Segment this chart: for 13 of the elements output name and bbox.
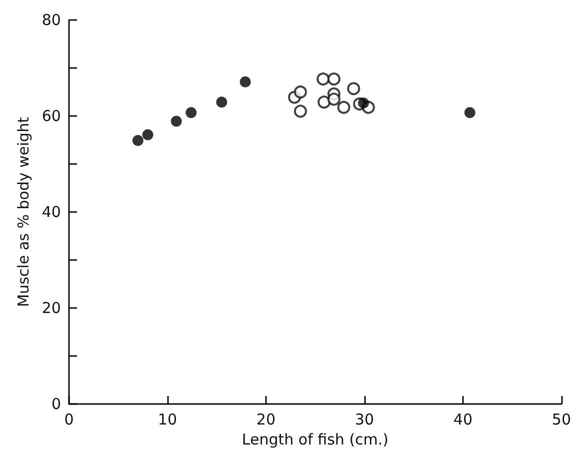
y-tick-label: 0 (51, 395, 61, 413)
y-tick-label: 40 (42, 203, 61, 221)
x-tick-label: 50 (552, 410, 572, 428)
x-tick-label: 20 (256, 410, 276, 428)
x-tick-label: 10 (158, 410, 178, 428)
y-tick-label: 20 (42, 299, 61, 317)
x-tick-label: 40 (453, 410, 473, 428)
y-tick-label: 60 (42, 107, 61, 125)
x-axis-title: Length of fish (cm.) (242, 430, 389, 448)
y-axis-title: Muscle as % body weight (14, 116, 32, 307)
y-tick-label: 80 (42, 11, 61, 29)
x-tick-label: 30 (354, 410, 374, 428)
x-tick-label: 0 (64, 410, 74, 428)
